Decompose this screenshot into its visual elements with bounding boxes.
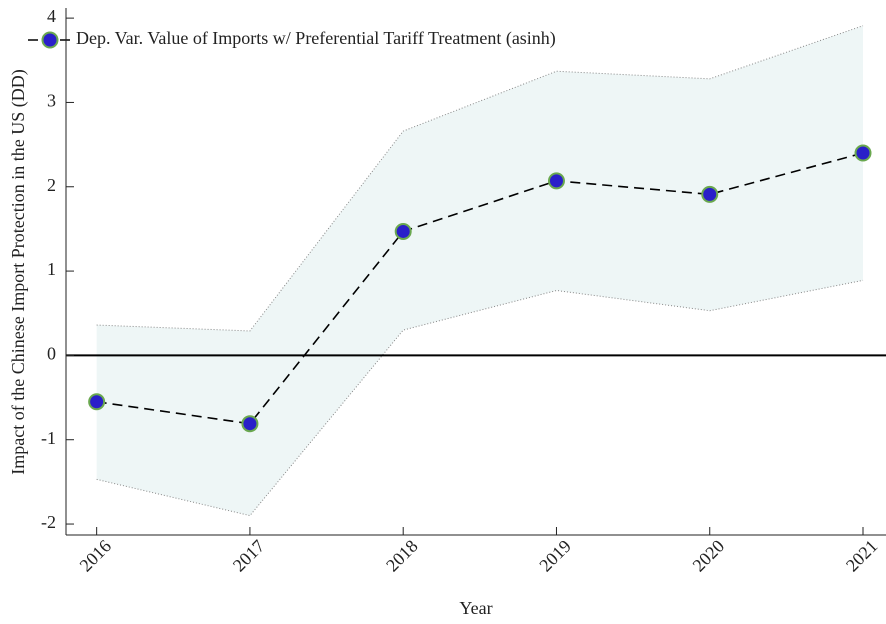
y-tick-label: -2 <box>41 512 56 532</box>
y-axis-label: Impact of the Chinese Import Protection … <box>8 69 29 474</box>
data-point <box>88 393 106 411</box>
data-point <box>701 185 719 203</box>
x-tick-label: 2018 <box>382 536 422 576</box>
ci-upper-line <box>96 25 864 332</box>
data-point <box>394 222 412 240</box>
ci-band <box>96 25 864 516</box>
y-tick-label: 3 <box>47 91 56 111</box>
data-point <box>547 172 565 190</box>
y-tick-label: -1 <box>41 428 56 448</box>
y-tick-label: 1 <box>47 259 56 279</box>
legend-label: Dep. Var. Value of Imports w/ Preferenti… <box>76 28 556 49</box>
x-tick-label: 2020 <box>689 536 729 576</box>
data-point <box>241 415 259 433</box>
legend-marker <box>41 31 59 49</box>
series-line <box>96 152 864 425</box>
x-tick-label: 2017 <box>229 536 269 576</box>
y-tick-label: 4 <box>47 6 56 26</box>
x-axis-label: Year <box>459 598 492 618</box>
x-tick-label: 2016 <box>76 536 116 576</box>
y-tick-label: 2 <box>47 175 56 195</box>
x-tick-label: 2021 <box>842 536 882 576</box>
x-tick-label: 2019 <box>535 536 575 576</box>
ci-lower-line <box>96 279 864 517</box>
y-tick-label: 0 <box>47 344 56 364</box>
data-point <box>854 144 872 162</box>
